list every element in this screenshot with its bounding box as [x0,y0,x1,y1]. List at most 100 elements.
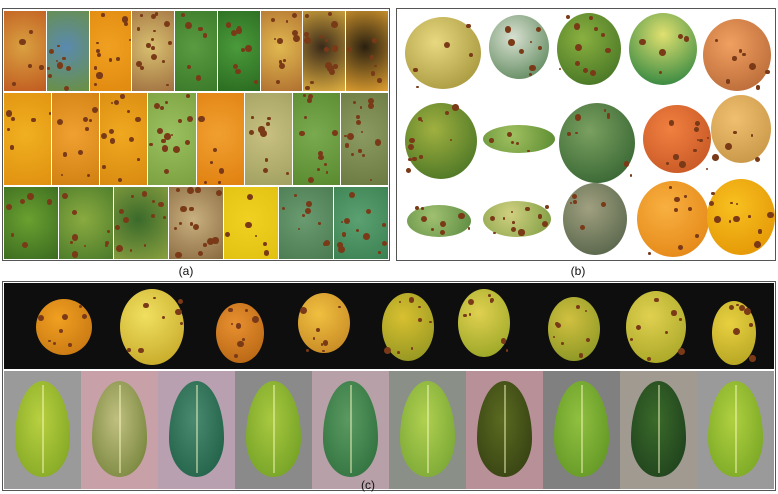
lesion-spot [572,200,577,204]
lesion-spot [180,205,187,213]
lesion-spot [635,324,642,331]
leaf-sample [245,381,302,477]
lesion-spot [187,187,195,194]
lesion-spot [230,323,233,326]
lesion-spot [359,106,362,109]
lesion-spot [198,251,204,257]
lesion-spot [179,221,183,225]
lesion-spot [305,201,312,208]
lesion-spot [735,303,739,307]
lesion-spot [127,110,131,114]
lesion-spot [749,62,757,70]
lesion-spot [368,98,375,105]
fruit-sample [643,105,711,173]
lesion-spot [83,244,86,248]
lesion-spot [78,305,83,309]
lesion-spot [671,310,677,316]
lesion-spot [374,138,382,146]
leaf-vein [349,385,352,473]
lesion-spot [489,299,494,303]
lesion-spot [71,234,79,241]
lesion-spot [369,55,375,60]
lesion-spot [89,119,93,122]
lesion-spot [687,206,692,211]
leaf-vein [272,385,275,473]
lesion-spot [732,328,740,336]
lesion-spot [757,229,763,235]
lesion-spot [487,294,491,297]
lesion-spot [48,339,51,343]
lesion-spot [518,229,525,236]
lesion-spot [414,205,420,211]
lesion-spot [683,36,690,43]
lesion-spot [749,355,756,362]
fruit-sample [405,103,477,179]
lesion-spot [60,173,64,176]
lesion-spot [606,115,611,119]
disease-sample-tile [303,11,346,91]
lesion-spot [265,158,269,162]
lesion-spot [104,241,109,246]
lesion-spot [408,157,412,162]
lesion-spot [304,32,309,37]
lesion-spot [765,69,771,75]
lesion-spot [62,56,67,61]
lesion-spot [39,65,44,70]
lesion-spot [325,171,328,174]
lesion-spot [148,142,153,147]
lesion-spot [755,85,761,90]
lesion-spot [251,116,254,119]
lesion-spot [285,171,289,176]
leaf-vein [657,385,660,473]
lesion-spot [711,191,715,196]
lesion-spot [529,72,533,77]
leaf-sample [407,205,471,237]
lesion-spot [360,130,363,133]
lesion-spot [748,215,751,218]
lesion-spot [603,109,607,112]
lesion-spot [267,116,272,121]
lesion-spot [323,46,329,52]
lesion-spot [109,128,115,135]
lesion-spot [143,244,147,247]
caption-b: (b) [570,264,586,278]
lesion-spot [232,63,239,70]
lesion-spot [212,148,218,153]
leaf-sample [630,381,687,477]
leaf-sample-tile [4,371,81,489]
lesion-spot [177,119,182,124]
fruit-sample [405,17,481,89]
lesion-spot [46,67,50,70]
lesion-spot [512,221,515,224]
lesion-spot [320,342,324,346]
fruit-sample [548,297,600,361]
lesion-spot [654,297,659,303]
disease-sample-tile [132,11,175,91]
lesion-spot [349,191,356,199]
disease-sample-tile [175,11,217,91]
lesion-spot [428,320,432,324]
lesion-spot [338,305,341,309]
lesion-spot [141,191,148,197]
lesion-spot [277,38,283,44]
lesion-spot [439,220,446,227]
lesion-spot [212,237,219,244]
lesion-spot [249,130,255,136]
disease-sample-tile [148,93,196,185]
lesion-spot [186,116,194,123]
lesion-spot [151,46,156,50]
lesion-spot [468,52,473,57]
lesion-spot [712,154,719,161]
lesion-spot [664,330,668,335]
lesion-spot [538,45,543,51]
lesion-spot [341,220,344,223]
disease-sample-tile [244,93,292,185]
lesion-spot [216,190,223,197]
leaf-sample-tile [158,371,235,489]
lesion-spot [105,244,108,247]
lesion-spot [107,229,111,233]
lesion-spot [707,136,710,140]
lesion-spot [553,335,556,338]
lesion-spot [567,132,571,137]
lesion-spot [209,161,213,165]
